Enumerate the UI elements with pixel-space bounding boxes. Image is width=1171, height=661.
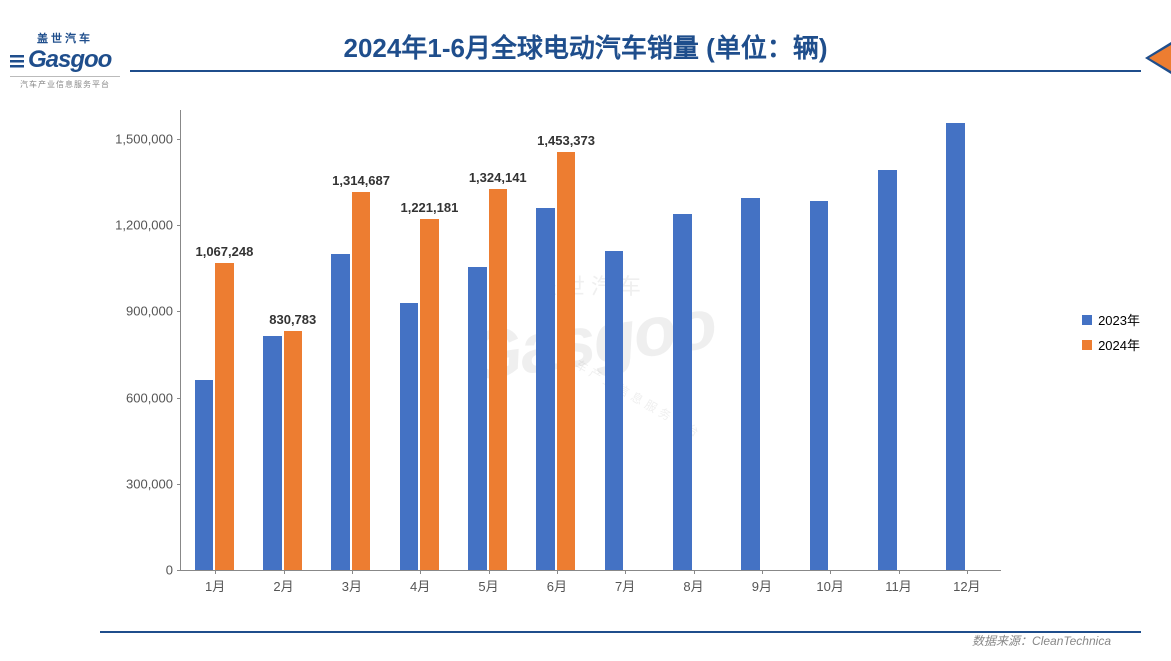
page-title: 2024年1-6月全球电动汽车销量 (单位：辆) xyxy=(0,28,1171,65)
x-tick-label: 12月 xyxy=(953,570,980,595)
x-tick-label: 5月 xyxy=(478,570,498,595)
x-tick-label: 2月 xyxy=(273,570,293,595)
bar: 830,783 xyxy=(284,331,303,570)
y-tick-label: 300,000 xyxy=(126,476,181,491)
legend-label: 2024年 xyxy=(1098,335,1140,354)
x-tick-label: 11月 xyxy=(885,570,912,595)
bar: 1,324,141 xyxy=(489,189,508,570)
bar xyxy=(536,208,555,570)
source-label: 数据来源：CleanTechnica xyxy=(972,632,1111,649)
bar xyxy=(400,303,419,570)
chart-area: 盖世汽车 Gasgoo 汽车产业信息服务平台 0300,000600,00090… xyxy=(100,100,1140,620)
legend-label: 2023年 xyxy=(1098,310,1140,329)
bar xyxy=(946,123,965,570)
bar: 1,453,373 xyxy=(557,152,576,570)
bar xyxy=(605,251,624,570)
x-tick-label: 8月 xyxy=(683,570,703,595)
bar xyxy=(741,198,760,570)
legend-swatch xyxy=(1082,340,1092,350)
y-tick-label: 900,000 xyxy=(126,304,181,319)
x-tick-label: 10月 xyxy=(816,570,843,595)
legend: 2023年 2024年 xyxy=(1082,310,1140,360)
bar: 1,221,181 xyxy=(420,219,439,570)
corner-arrow-icon xyxy=(1135,42,1171,74)
bar-data-label: 1,221,181 xyxy=(400,200,458,219)
bar-data-label: 830,783 xyxy=(269,312,316,331)
x-tick-label: 3月 xyxy=(342,570,362,595)
legend-item: 2023年 xyxy=(1082,310,1140,329)
y-tick-label: 1,500,000 xyxy=(115,131,181,146)
bar xyxy=(468,267,487,570)
legend-swatch xyxy=(1082,315,1092,325)
bar xyxy=(331,254,350,570)
bar: 1,314,687 xyxy=(352,192,371,570)
y-tick-label: 600,000 xyxy=(126,390,181,405)
y-tick-label: 1,200,000 xyxy=(115,218,181,233)
bar xyxy=(810,201,829,570)
bar xyxy=(878,170,897,570)
x-tick-label: 7月 xyxy=(615,570,635,595)
x-tick-label: 9月 xyxy=(752,570,772,595)
bar-data-label: 1,453,373 xyxy=(537,133,595,152)
chart-plot: 盖世汽车 Gasgoo 汽车产业信息服务平台 0300,000600,00090… xyxy=(180,110,1001,571)
x-tick-label: 6月 xyxy=(547,570,567,595)
bar-data-label: 1,314,687 xyxy=(332,173,390,192)
title-underline xyxy=(130,70,1141,72)
legend-item: 2024年 xyxy=(1082,335,1140,354)
header: 盖世汽车 Gasgoo 汽车产业信息服务平台 2024年1-6月全球电动汽车销量… xyxy=(0,0,1171,80)
bar: 1,067,248 xyxy=(215,263,234,570)
bar xyxy=(195,380,214,570)
logo-sub-text: 汽车产业信息服务平台 xyxy=(10,76,120,90)
x-tick-label: 4月 xyxy=(410,570,430,595)
bar-data-label: 1,067,248 xyxy=(195,244,253,263)
bar xyxy=(263,336,282,570)
bar xyxy=(673,214,692,571)
x-tick-label: 1月 xyxy=(205,570,225,595)
y-tick-label: 0 xyxy=(166,563,181,578)
bar-data-label: 1,324,141 xyxy=(469,170,527,189)
